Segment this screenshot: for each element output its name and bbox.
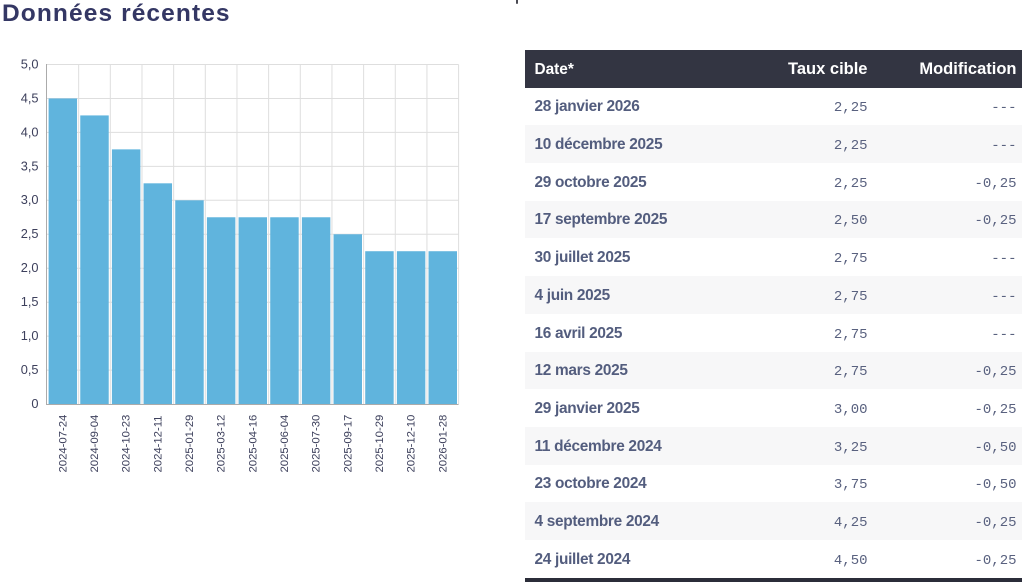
svg-text:2024-10-23: 2024-10-23 [121,415,133,473]
svg-text:2025-06-04: 2025-06-04 [279,415,291,473]
svg-text:2,0: 2,0 [21,260,39,275]
svg-text:2024-09-04: 2024-09-04 [89,415,101,473]
svg-text:4,5: 4,5 [21,90,39,105]
svg-text:1,5: 1,5 [21,294,39,309]
svg-text:0,5: 0,5 [21,362,39,377]
svg-text:3,0: 3,0 [21,192,39,207]
svg-text:2024-12-11: 2024-12-11 [152,416,164,473]
svg-text:2025-04-16: 2025-04-16 [247,415,259,473]
svg-text:2,5: 2,5 [21,226,39,241]
svg-text:2024-07-24: 2024-07-24 [57,415,69,473]
svg-text:5,0: 5,0 [21,56,39,71]
svg-text:1,0: 1,0 [21,328,39,343]
svg-text:0: 0 [31,396,38,411]
svg-text:2025-10-29: 2025-10-29 [374,415,386,473]
svg-text:2025-03-12: 2025-03-12 [216,415,228,473]
svg-text:2025-01-29: 2025-01-29 [184,415,196,473]
svg-text:2026-01-28: 2026-01-28 [437,415,449,473]
svg-text:3,5: 3,5 [21,158,39,173]
svg-text:4,0: 4,0 [21,124,39,139]
svg-text:2025-09-17: 2025-09-17 [342,415,354,473]
svg-text:2025-07-30: 2025-07-30 [311,415,323,473]
svg-text:2025-12-10: 2025-12-10 [406,415,418,473]
